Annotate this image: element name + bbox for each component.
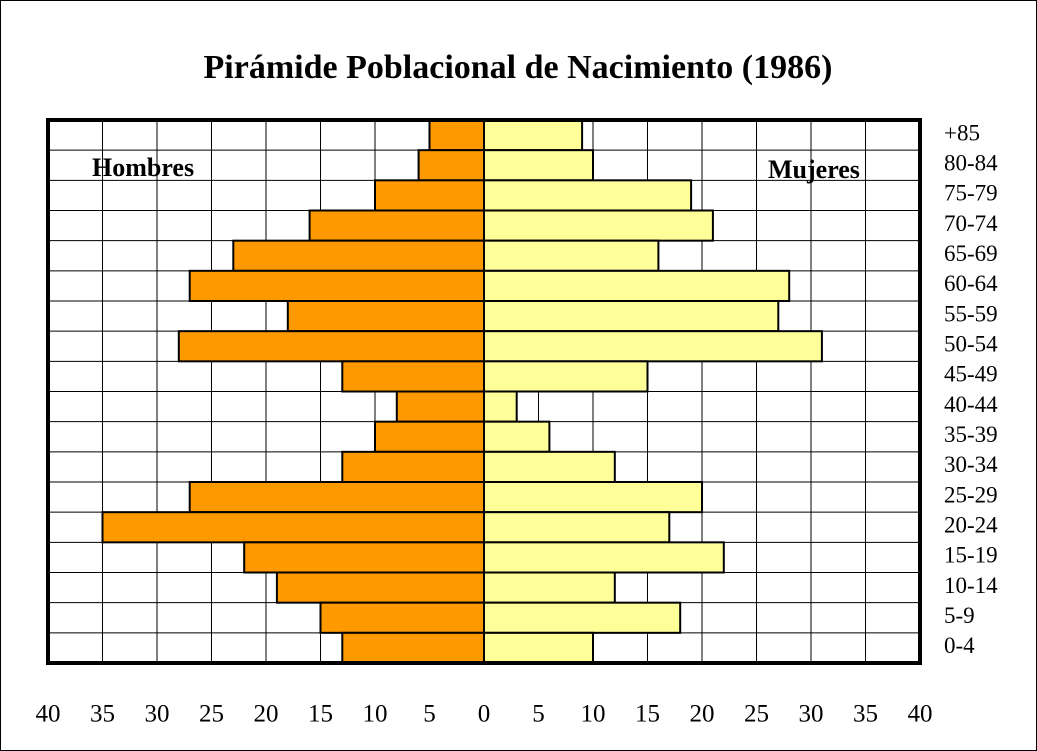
x-tick-label: 5 [532,701,545,728]
y-tick-label: 35-39 [944,422,998,447]
y-tick-label: 15-19 [944,543,998,568]
bar [188,269,485,303]
bar [341,631,485,664]
x-tick-label: 25 [744,701,769,728]
plot-border [46,118,922,665]
bar [275,571,485,604]
bar [428,119,485,152]
bar [177,330,486,363]
y-tick-label: 30-34 [944,452,998,477]
y-tick-label: 50-54 [944,332,998,357]
legend-label: Hombres [92,153,194,182]
y-tick-label: 0-4 [944,633,975,658]
bar [374,179,485,212]
y-tick-label: 5-9 [944,603,975,628]
bar [374,420,485,453]
bar [483,420,551,453]
x-tick-label: 15 [308,701,333,728]
bar [483,450,616,484]
x-tick-label: 20 [690,701,715,728]
x-tick-label: 40 [36,701,61,728]
bar [483,511,671,544]
bar [101,511,485,544]
y-tick-label: 65-69 [944,241,998,266]
bar [319,601,485,634]
legend-label: Mujeres [768,155,860,184]
y-tick-label: 75-79 [944,181,998,206]
bar [483,390,518,423]
bar [417,149,486,182]
bar [286,300,485,333]
bar [232,239,485,272]
x-tick-label: 0 [478,701,491,728]
y-tick-label: 20-24 [944,513,998,538]
bars [101,119,823,664]
y-tick-label: 25-29 [944,482,998,507]
bar [483,601,682,634]
bar [483,269,791,303]
x-tick-label: 40 [908,701,933,728]
bar [483,360,649,393]
bar [483,209,714,242]
bar [483,300,780,333]
bar [308,209,485,242]
y-tick-label: 40-44 [944,392,998,417]
x-tick-label: 10 [581,701,606,728]
y-tick-label: 45-49 [944,362,998,387]
x-tick-label: 25 [199,701,224,728]
chart-title: Pirámide Poblacional de Nacimiento (1986… [204,49,833,86]
y-tick-label: 55-59 [944,301,998,326]
bar [483,481,703,514]
x-tick-label: 20 [254,701,279,728]
y-tick-label: 70-74 [944,211,998,236]
bar [483,541,725,574]
y-tick-label: +85 [944,120,980,145]
bar [341,450,485,484]
x-tick-label: 30 [145,701,170,728]
y-tick-label: 10-14 [944,573,998,598]
bar [483,631,594,664]
bar [395,390,485,423]
bar [483,119,584,152]
x-tick-label: 10 [363,701,388,728]
x-tick-label: 35 [90,701,115,728]
bar [188,481,485,514]
x-tick-label: 30 [799,701,824,728]
x-tick-label: 15 [635,701,660,728]
y-tick-label: 80-84 [944,151,998,176]
bar [243,541,485,574]
bar [341,360,485,393]
bar [483,330,823,363]
x-tick-label: 5 [423,701,436,728]
bar [483,149,594,182]
bar [483,571,616,604]
y-tick-label: 60-64 [944,271,998,296]
bar [483,239,660,272]
bar [483,179,693,212]
x-tick-label: 35 [853,701,878,728]
